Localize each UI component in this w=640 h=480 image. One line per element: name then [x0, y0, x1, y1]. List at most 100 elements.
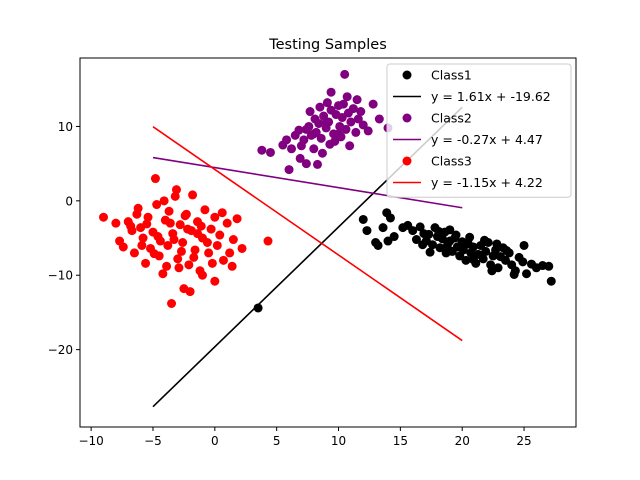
series-4-point-0: [99, 212, 108, 222]
series-0-point-1: [358, 214, 368, 224]
series-0-point-2: [362, 226, 372, 236]
series-4-point-56: [197, 270, 207, 280]
series-4-point-18: [158, 269, 168, 279]
series-2-point-16: [314, 118, 324, 128]
series-4-point-41: [210, 212, 220, 222]
series-4-point-74: [207, 258, 217, 268]
series-4-point-61: [193, 229, 203, 239]
x-tick-label-6: 20: [455, 434, 470, 448]
series-2-point-31: [338, 99, 348, 109]
series-4-point-58: [171, 185, 181, 195]
series-0-point-61: [451, 230, 461, 240]
series-2-point-55: [321, 118, 331, 128]
series-2-point-38: [353, 114, 363, 124]
series-3-fit-line: [152, 156, 463, 209]
series-0-point-68: [445, 225, 455, 235]
series-0-point-32: [461, 255, 471, 265]
legend-label-3: y = -0.27x + 4.47: [431, 132, 543, 147]
series-4-point-27: [178, 238, 188, 247]
series-2-point-56: [309, 129, 319, 139]
legend-label-0: Class1: [431, 68, 472, 83]
series-0-point-48: [501, 255, 510, 265]
series-0-point-65: [502, 246, 512, 256]
series-4-point-14: [150, 174, 160, 184]
series-2-point-33: [341, 124, 351, 134]
series-2-point-17: [315, 102, 325, 112]
legend-label-5: y = -1.15x + 4.22: [431, 175, 543, 190]
series-2-point-32: [340, 69, 350, 79]
series-2-point-11: [304, 121, 314, 131]
series-2-point-13: [309, 144, 319, 154]
series-2-point-41: [363, 126, 373, 136]
series-4-point-43: [215, 230, 225, 240]
series-4-points: [99, 174, 273, 308]
series-2-point-49: [312, 159, 322, 169]
series-4-point-3: [118, 242, 128, 252]
series-2-point-42: [368, 99, 378, 109]
series-2-point-37: [351, 127, 361, 137]
chart-title: Testing Samples: [268, 37, 387, 53]
series-4-point-22: [167, 299, 177, 308]
series-0-point-21: [435, 243, 445, 253]
series-2-point-7: [294, 125, 304, 135]
series-0-point-66: [418, 240, 428, 250]
series-4-point-33: [190, 245, 200, 255]
series-2-point-21: [322, 98, 332, 108]
series-2-point-53: [342, 92, 352, 102]
series-4-point-50: [263, 236, 273, 246]
series-4-point-24: [170, 191, 180, 201]
series-4-point-68: [227, 261, 237, 271]
legend-marker-0: [402, 70, 412, 80]
series-0-point-70: [487, 266, 497, 276]
series-2-point-18: [316, 133, 326, 143]
series-0-point-14: [415, 222, 425, 232]
series-4-point-20: [163, 240, 173, 250]
series-2-points: [257, 69, 393, 175]
series-4-point-6: [129, 248, 139, 258]
series-0-point-9: [389, 232, 399, 242]
series-4-point-48: [232, 214, 242, 224]
legend-marker-2: [402, 113, 412, 123]
series-2-point-30: [337, 113, 347, 123]
series-4-point-39: [206, 224, 216, 234]
series-4-point-72: [180, 211, 190, 221]
series-4-point-59: [159, 196, 169, 206]
series-4-point-70: [126, 221, 136, 231]
legend-box: [386, 63, 572, 198]
series-0-point-53: [518, 257, 528, 267]
series-4-point-65: [176, 246, 186, 256]
series-2-point-51: [352, 95, 362, 105]
x-tick-label-4: 10: [331, 434, 346, 448]
series-0-point-59: [546, 276, 556, 286]
series-4-point-57: [185, 287, 195, 297]
series-4-point-30: [184, 260, 194, 270]
series-4-point-42: [212, 240, 222, 250]
series-2-point-1: [265, 147, 275, 157]
legend-label-2: Class2: [431, 111, 472, 126]
series-0-point-71: [509, 269, 519, 279]
series-0-point-58: [544, 261, 554, 271]
axes: −10 −5 0 5 10 15 20 25 −20 −10 0 10: [48, 57, 577, 448]
series-0-point-74: [456, 240, 466, 250]
series-2-point-36: [348, 104, 358, 114]
y-tick-label-1: −10: [48, 269, 73, 283]
series-2-point-5: [287, 144, 297, 154]
series-4-point-1: [111, 218, 121, 228]
series-4-point-62: [202, 238, 212, 247]
series-0-point-54: [522, 269, 532, 279]
series-0-point-0: [253, 303, 263, 313]
series-0-point-39: [478, 254, 488, 264]
series-4-point-45: [222, 218, 232, 228]
series-4-point-60: [183, 224, 193, 234]
series-2-point-0: [257, 145, 267, 155]
y-tick-label-2: 0: [65, 194, 73, 208]
series-0-point-5: [378, 223, 388, 233]
x-tick-label-2: 0: [211, 434, 219, 448]
series-0-point-40: [481, 246, 491, 256]
series-0-points: [253, 208, 556, 313]
series-0-point-35: [468, 242, 478, 252]
series-0-point-73: [441, 248, 451, 258]
series-2-point-46: [317, 148, 327, 158]
series-0-point-12: [408, 226, 418, 236]
series-0-point-4: [373, 240, 383, 250]
